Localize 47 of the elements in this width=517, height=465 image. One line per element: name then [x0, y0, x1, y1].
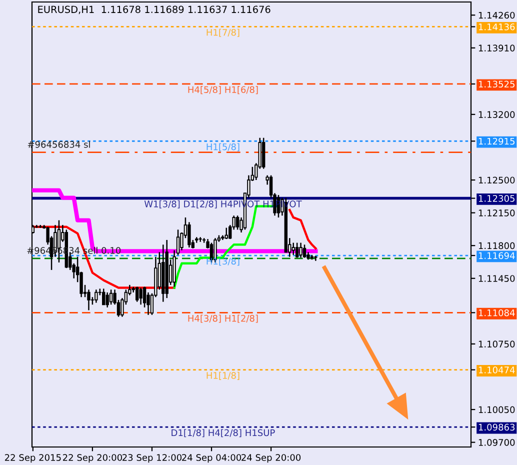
candlestick: [314, 255, 318, 262]
y-tick-label: 1.11694: [478, 252, 515, 260]
ref-line-label: H1[7/8]: [206, 28, 240, 37]
candlestick: [94, 288, 98, 304]
y-tick-label: 1.10474: [478, 366, 515, 374]
y-tick-label: 1.12150: [478, 210, 515, 216]
ref-line-label: H4[3/8] H1[2/8]: [188, 314, 258, 323]
ref-line-label: H1[5/8]: [206, 143, 240, 152]
y-tick-label: 1.11084: [478, 309, 515, 316]
candlestick: [136, 286, 139, 302]
candlestick: [299, 242, 302, 258]
ref-line-label: H4[5/8] H1[6/8]: [188, 86, 258, 94]
chart-title: EURUSD,H1 1.11678 1.11689 1.11637 1.11676: [38, 6, 270, 14]
candlestick: [198, 236, 202, 242]
ref-line-label: H1[1/8]: [206, 372, 240, 380]
candlestick: [224, 227, 228, 240]
x-tick-label: 24 Sep 20:00: [242, 454, 301, 463]
x-tick-label: 22 Sep 2015: [4, 454, 61, 463]
y-tick-label: 1.10050: [478, 406, 515, 414]
y-tick-label: 1.11800: [478, 242, 515, 250]
candlestick: [139, 287, 142, 306]
x-tick-label: 24 Sep 04:00: [182, 454, 242, 463]
y-tick-label: 1.14136: [478, 23, 515, 30]
y-tick-label: 1.13525: [478, 80, 514, 88]
y-tick-label: 1.09863: [478, 424, 515, 431]
y-tick-label: 1.11450: [478, 275, 515, 282]
candlestick: [236, 214, 240, 230]
x-tick-label: 22 Sep 20:00: [62, 454, 122, 463]
y-tick-label: 1.10750: [478, 340, 515, 348]
y-tick-label: 1.14260: [478, 12, 515, 19]
y-tick-label: 1.12500: [478, 176, 515, 184]
candlestick: [102, 288, 106, 306]
ref-line-label: D1[1/8] H4[2/8] H1SUP: [172, 429, 275, 438]
y-tick-label: 1.13910: [478, 44, 515, 52]
candlestick: [302, 244, 306, 258]
candlestick: [295, 242, 299, 258]
y-tick-label: 1.12305: [478, 195, 514, 202]
x-tick-label: 23 Sep 12:00: [122, 454, 182, 463]
candlestick: [109, 288, 113, 306]
candlestick: [188, 222, 191, 248]
candlestick: [87, 288, 90, 311]
candlestick: [292, 242, 295, 256]
y-tick-label: 1.13200: [478, 111, 515, 118]
candlestick: [106, 292, 109, 308]
y-tick-label: 1.12915: [478, 138, 514, 145]
y-tick-label: 1.09700: [478, 439, 515, 446]
ref-line-label: H1[3/8]: [206, 258, 240, 266]
